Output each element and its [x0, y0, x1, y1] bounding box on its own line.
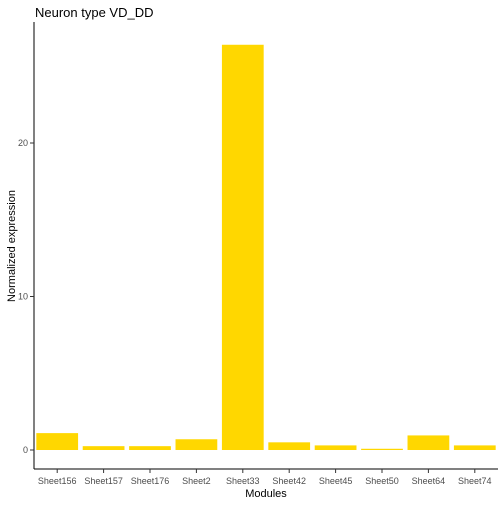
- x-tick-label: Sheet2: [182, 476, 211, 486]
- x-tick-label: Sheet156: [38, 476, 77, 486]
- x-tick-label: Sheet42: [272, 476, 306, 486]
- y-tick-label: 0: [23, 445, 28, 455]
- y-tick-label: 20: [18, 138, 28, 148]
- x-ticks-group: Sheet156 Sheet157 Sheet176 Sheet2 Sheet33 She…: [38, 469, 492, 486]
- chart-title: Neuron type VD_DD: [35, 5, 154, 20]
- bar-sheet50: [361, 448, 403, 450]
- bars-group: [36, 44, 496, 450]
- y-tick-label: 10: [18, 292, 28, 302]
- x-tick-label: Sheet50: [365, 476, 399, 486]
- x-tick-label: Sheet74: [458, 476, 492, 486]
- x-tick-label: Sheet176: [131, 476, 170, 486]
- x-tick-label: Sheet157: [84, 476, 123, 486]
- bar-sheet45: [314, 445, 357, 450]
- bar-sheet42: [268, 442, 311, 450]
- bar-sheet2: [175, 439, 218, 450]
- x-tick-label: Sheet64: [412, 476, 446, 486]
- bar-sheet64: [407, 435, 450, 450]
- bar-sheet176: [129, 446, 171, 450]
- bar-sheet74: [453, 445, 496, 450]
- bar-sheet156: [36, 433, 79, 450]
- x-axis-title: Modules: [245, 488, 287, 500]
- y-axis-title: Normalized expression: [6, 190, 18, 302]
- y-ticks-group: 0 10 20: [18, 138, 34, 455]
- bar-sheet33: [221, 44, 264, 450]
- x-tick-label: Sheet33: [226, 476, 260, 486]
- bar-sheet157: [82, 446, 125, 450]
- x-tick-label: Sheet45: [319, 476, 353, 486]
